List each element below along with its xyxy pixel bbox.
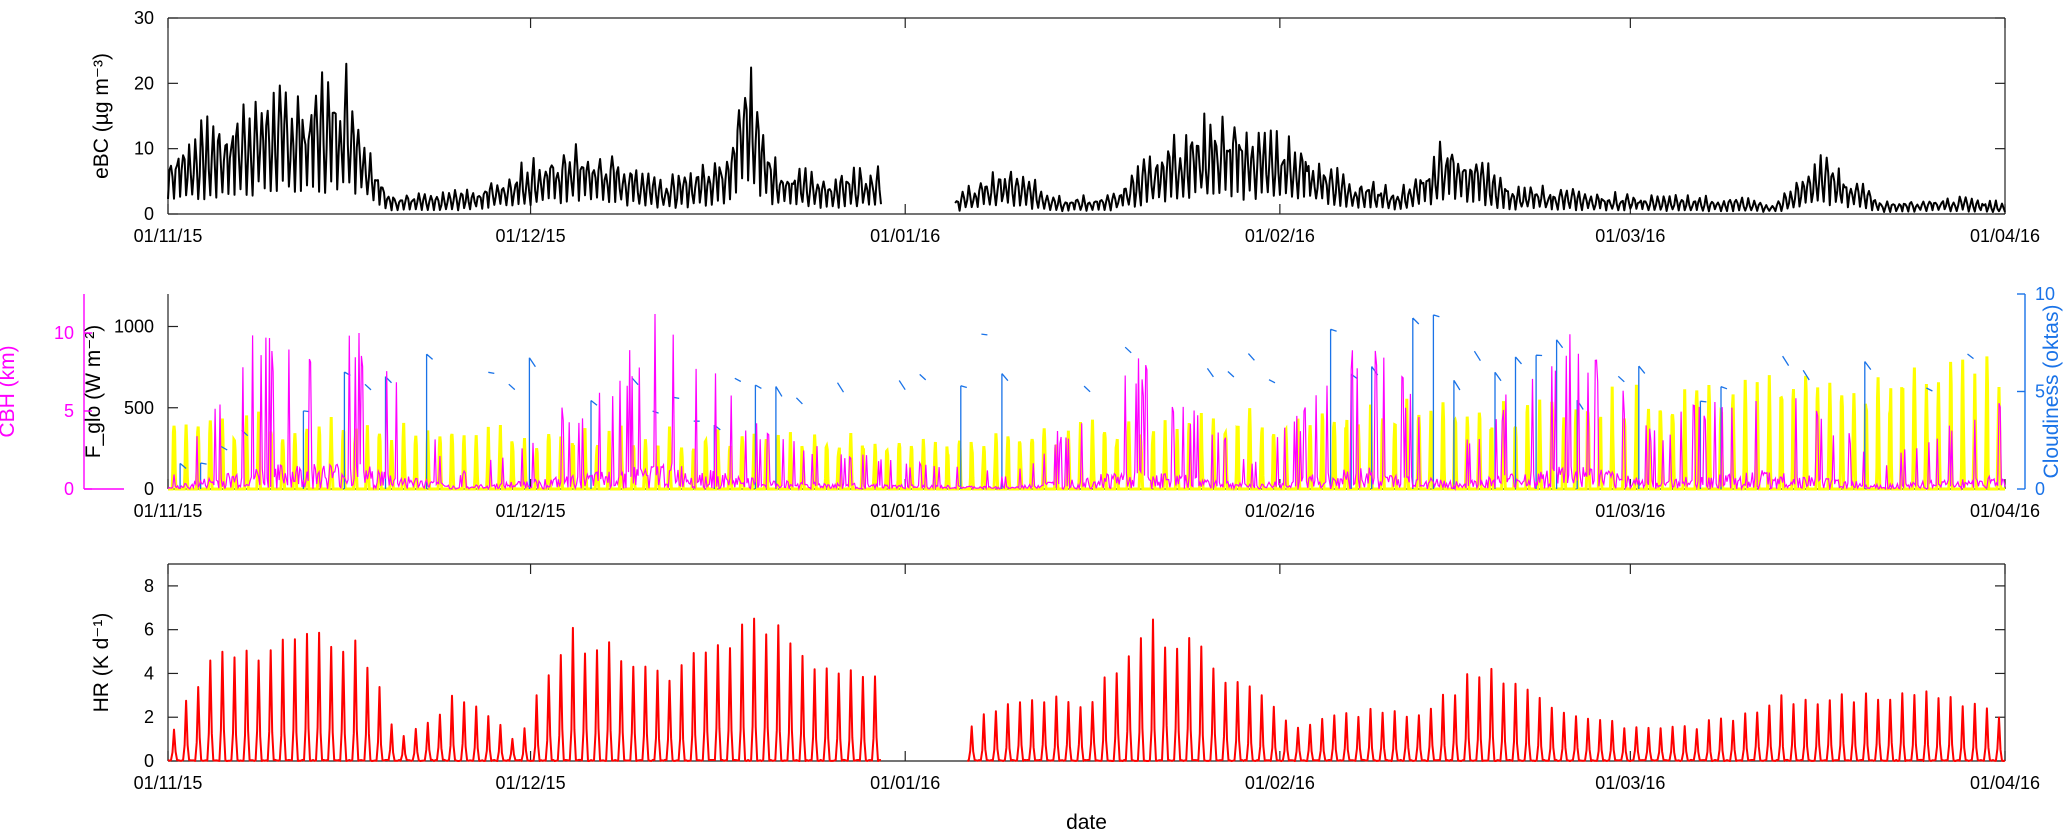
cloudiness-tick-label: 5: [2035, 382, 2045, 402]
cbh-axis-title: CBH (km): [0, 345, 19, 437]
cloudiness-tick-label: 10: [2035, 284, 2055, 304]
y-tick-label: 30: [134, 8, 154, 28]
x-tick-label: 01/11/15: [134, 226, 203, 246]
y-tick-label: 8: [144, 576, 154, 596]
x-axis-title: date: [1066, 811, 1107, 833]
x-tick-label: 01/03/16: [1595, 501, 1665, 521]
y-axis-title: HR (K d⁻¹): [90, 613, 113, 713]
series-group: [167, 313, 2006, 492]
y-tick-label: 500: [124, 398, 154, 418]
y-tick-label: 2: [144, 707, 154, 727]
y-tick-label: 10: [134, 139, 154, 159]
cbh-tick-label: 0: [64, 479, 74, 499]
y-tick-label: 0: [144, 751, 154, 771]
y-tick-label: 6: [144, 620, 154, 640]
x-tick-label: 01/02/16: [1245, 773, 1315, 793]
y-tick-label: 20: [134, 73, 154, 93]
y-tick-label: 0: [144, 479, 154, 499]
cloudiness-axis-title: Cloudiness (oktas): [2040, 305, 2063, 479]
ebc-series-line: [167, 62, 2006, 213]
series-group: [167, 62, 2006, 213]
y-tick-label: 0: [144, 204, 154, 224]
cbh-series-line: [167, 313, 2006, 492]
x-tick-label: 01/01/16: [870, 226, 940, 246]
x-tick-label: 01/11/15: [134, 773, 203, 793]
x-tick-label: 01/02/16: [1245, 501, 1315, 521]
y-axis-title: eBC (µg m⁻³): [90, 53, 113, 179]
y-tick-label: 4: [144, 663, 154, 683]
ebc-panel: 01/11/15 01/12/15 01/01/16 01/02/16 01/03/16…: [90, 8, 2040, 246]
fglo-panel: 01/11/15 01/12/15 01/01/16 01/02/16 01/03/16…: [0, 284, 2063, 521]
x-tick-label: 01/04/16: [1970, 501, 2040, 521]
cloudiness-series-line: [179, 314, 1974, 489]
x-tick-label: 01/04/16: [1970, 226, 2040, 246]
y-axis-title: F_glo (W m⁻²): [82, 325, 105, 459]
cloudiness-tick-label: 0: [2035, 479, 2045, 499]
fglo-series-line: [168, 356, 2005, 491]
x-tick-label: 01/03/16: [1595, 773, 1665, 793]
x-tick-label: 01/03/16: [1595, 226, 1665, 246]
x-tick-label: 01/12/15: [496, 226, 566, 246]
x-tick-label: 01/12/15: [496, 501, 566, 521]
series-group: [167, 617, 2006, 762]
x-tick-label: 01/01/16: [870, 501, 940, 521]
x-tick-label: 01/11/15: [134, 501, 203, 521]
y-tick-label: 1000: [114, 317, 154, 337]
hr-panel: 01/11/15 01/12/15 01/01/16 01/02/16 01/03/16…: [90, 563, 2040, 833]
cbh-tick-label: 10: [54, 323, 74, 343]
hr-series-line: [167, 617, 2006, 762]
cbh-tick-label: 5: [64, 401, 74, 421]
x-tick-label: 01/02/16: [1245, 226, 1315, 246]
x-tick-label: 01/01/16: [870, 773, 940, 793]
x-tick-label: 01/04/16: [1970, 773, 2040, 793]
x-tick-label: 01/12/15: [496, 773, 566, 793]
